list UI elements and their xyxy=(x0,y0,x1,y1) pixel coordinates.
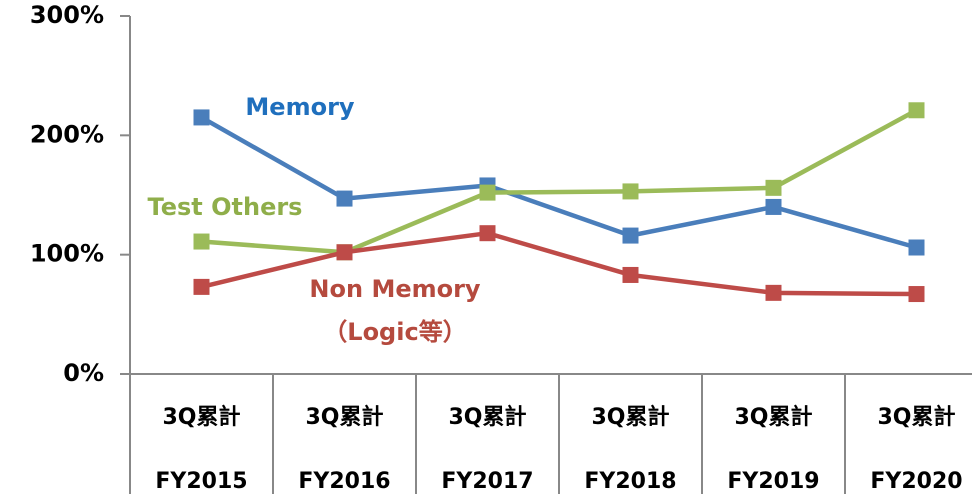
y-tick-label: 200% xyxy=(30,120,104,148)
x-tick-label: FY2019 xyxy=(727,469,819,494)
series-marker xyxy=(336,244,353,261)
x-tick-label: 3Q累計 xyxy=(734,404,812,430)
series-marker xyxy=(622,266,639,283)
series-marker xyxy=(193,109,210,126)
series-marker xyxy=(908,239,925,256)
series-label: Non Memory xyxy=(309,275,481,303)
y-tick-label: 300% xyxy=(30,1,104,29)
series-marker xyxy=(193,278,210,295)
series-marker xyxy=(622,183,639,200)
x-tick-label: 3Q累計 xyxy=(162,404,240,430)
series-marker xyxy=(765,179,782,196)
x-tick-label: 3Q累計 xyxy=(877,404,955,430)
series-marker xyxy=(479,225,496,242)
series-label: （Logic等） xyxy=(323,318,466,346)
series-marker xyxy=(908,286,925,303)
series-label: Test Others xyxy=(148,193,303,221)
series-marker xyxy=(193,233,210,250)
x-tick-label: FY2018 xyxy=(584,469,676,494)
series-marker xyxy=(908,102,925,119)
series-marker xyxy=(336,190,353,207)
series-marker xyxy=(479,184,496,201)
series-line xyxy=(201,108,918,255)
series-line xyxy=(200,230,917,297)
series-line xyxy=(200,115,918,250)
x-tick-label: FY2017 xyxy=(441,469,533,494)
series-marker xyxy=(765,284,782,301)
x-tick-label: 3Q累計 xyxy=(591,404,669,430)
x-tick-label: FY2016 xyxy=(298,469,390,494)
x-tick-label: 3Q累計 xyxy=(448,404,526,430)
series-marker xyxy=(765,198,782,215)
x-tick-label: FY2020 xyxy=(870,469,962,494)
series-marker xyxy=(622,227,639,244)
x-tick-label: 3Q累計 xyxy=(305,404,383,430)
y-tick-label: 100% xyxy=(30,240,104,268)
x-tick-label: FY2015 xyxy=(155,469,247,494)
series-label: Memory xyxy=(245,93,354,121)
y-tick-label: 0% xyxy=(63,359,104,387)
